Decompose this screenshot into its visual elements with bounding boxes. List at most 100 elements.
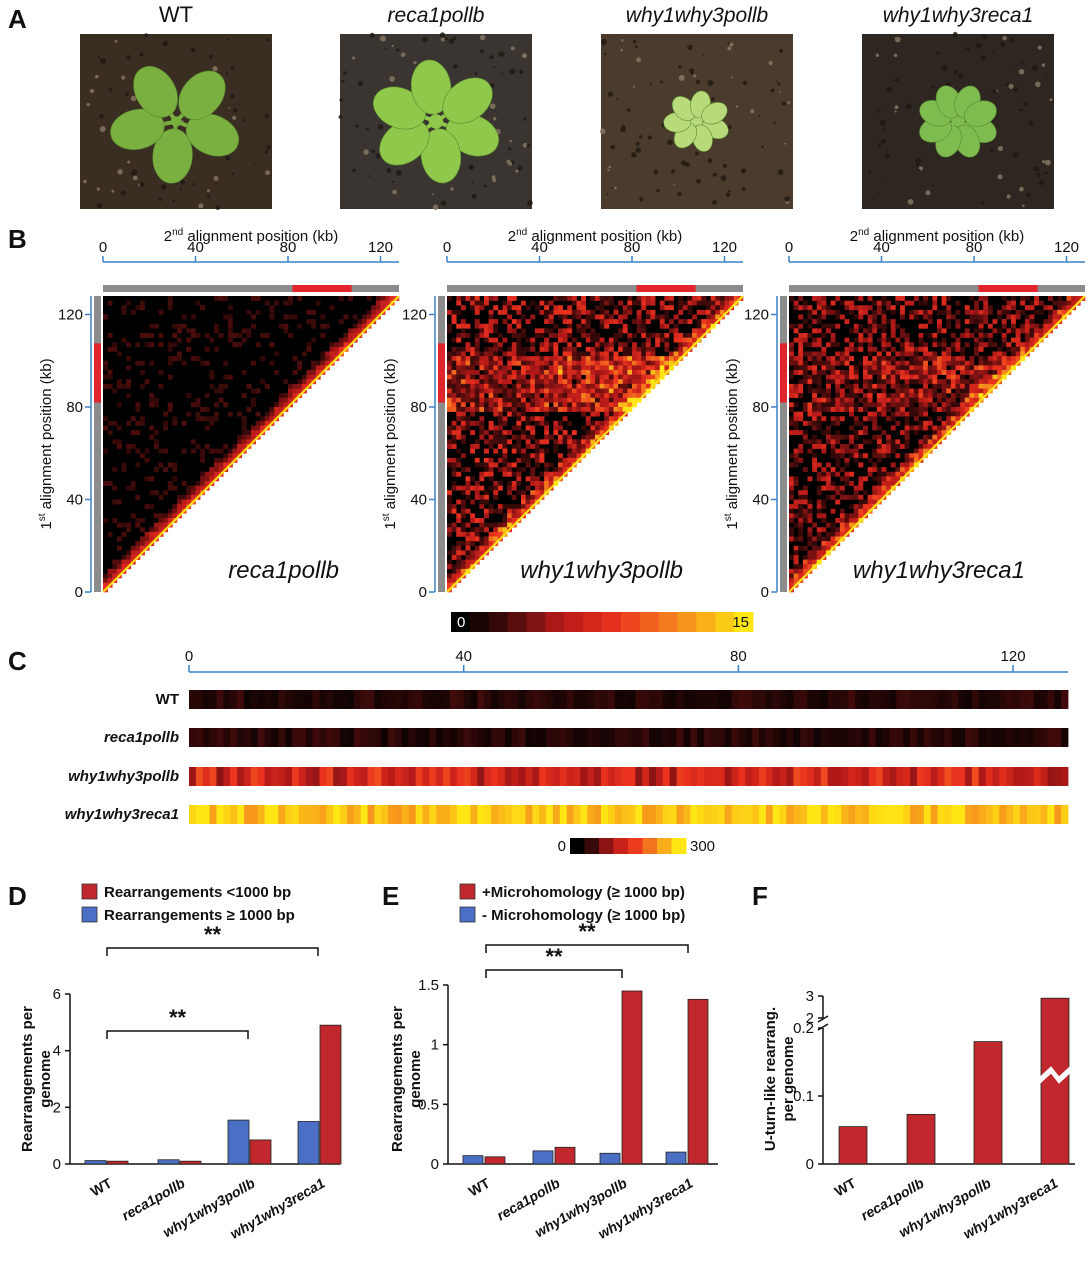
strip-cell — [470, 767, 478, 786]
heatmap-cell — [181, 504, 187, 510]
heatmap-cell — [839, 467, 845, 473]
heatmap-cell — [460, 296, 466, 301]
soil-grain — [784, 196, 790, 202]
heatmap-cell — [622, 393, 628, 399]
heatmap-cell — [456, 356, 462, 362]
soil-grain — [653, 169, 659, 175]
heatmap-cell — [655, 360, 661, 366]
heatmap-cell — [456, 309, 462, 315]
heatmap-cell — [447, 402, 452, 408]
heatmap-cell — [306, 379, 312, 385]
significance-bracket — [106, 947, 319, 956]
soil-grain — [363, 149, 369, 155]
heatmap-cell — [1029, 333, 1035, 338]
heatmap-cell — [858, 337, 864, 343]
heatmap-cell — [576, 328, 582, 334]
heatmap-cell — [821, 448, 827, 454]
heatmap-cell — [465, 323, 471, 329]
heatmap-cell — [913, 425, 919, 431]
soil-grain — [707, 158, 713, 163]
heatmap-cell — [992, 374, 998, 380]
heatmap-cell — [214, 323, 219, 329]
heatmap-cell — [886, 397, 892, 403]
heatmap-cell — [511, 319, 517, 325]
heatmap-cell — [622, 342, 628, 348]
heatmap-cell — [816, 420, 822, 426]
strip-cell — [834, 805, 842, 824]
heatmap-cell — [830, 448, 836, 454]
heatmap-cell — [932, 434, 938, 440]
soil-grain — [678, 74, 685, 81]
soil-grain — [352, 168, 356, 173]
heatmap-cell — [913, 356, 919, 362]
heatmap-cell — [955, 319, 961, 325]
heatmap-cell — [204, 360, 210, 366]
heatmap-cell — [465, 559, 471, 565]
heatmap-cell — [558, 425, 563, 431]
heatmap-cell — [918, 337, 924, 343]
heatmap-cell — [960, 365, 966, 371]
heatmap-cell — [251, 296, 256, 301]
heatmap-cell — [632, 365, 637, 371]
heatmap-cell — [858, 388, 864, 394]
heatmap-cell — [830, 323, 836, 329]
heatmap-cell — [664, 356, 670, 362]
heatmap-cell — [835, 323, 841, 329]
leaf — [701, 102, 728, 125]
soil-grain — [616, 98, 619, 101]
heatmap-cell — [595, 351, 600, 357]
axis-break-mark — [817, 1015, 829, 1023]
heatmap-cell — [664, 323, 670, 329]
heatmap-cell — [608, 374, 614, 380]
heatmap-cell — [204, 346, 210, 352]
heatmap-cell — [548, 365, 554, 371]
soil-grain — [192, 182, 196, 186]
heatmap-cell — [130, 416, 136, 422]
heatmap-cell — [451, 346, 457, 352]
heatmap-cell — [830, 337, 836, 343]
strip-cell — [264, 767, 272, 786]
heatmap-cell — [264, 300, 270, 306]
heatmap-cell — [853, 416, 859, 422]
region-highlight-top — [292, 285, 352, 292]
heatmap-cell — [288, 388, 293, 394]
soil-grain — [121, 75, 126, 80]
x-category-label: WT — [832, 1175, 859, 1200]
heatmap-cell — [987, 309, 993, 315]
heatmap-cell — [456, 518, 462, 523]
heatmap-cell — [502, 300, 508, 306]
soil-grain — [471, 193, 477, 199]
heatmap-cell — [380, 300, 386, 306]
heatmap-cell — [789, 531, 794, 537]
colorbar-swatch — [583, 612, 603, 632]
heatmap-cell — [1020, 328, 1026, 334]
heatmap-cell — [932, 337, 938, 343]
heatmap-cell — [525, 407, 531, 412]
strip-cell — [353, 805, 362, 824]
heatmap-cell — [567, 346, 573, 352]
heatmap-cell — [636, 309, 642, 315]
strip-cell — [738, 728, 746, 747]
heatmap-cell — [830, 467, 836, 473]
heatmap-cell — [325, 351, 330, 357]
heatmap-cell — [484, 388, 489, 394]
heatmap-cell — [348, 328, 354, 334]
heatmap-cell — [876, 309, 882, 315]
heatmap-cell — [955, 393, 961, 399]
heatmap-cell — [622, 379, 628, 385]
heatmap-cell — [544, 383, 550, 389]
heatmap-cell — [927, 379, 933, 385]
heatmap-cell — [978, 337, 984, 343]
heatmap-cell — [627, 379, 633, 385]
heatmap-cell — [590, 407, 596, 412]
strip-cell — [951, 728, 959, 747]
heatmap-cell — [641, 383, 647, 389]
heatmap-cell — [872, 416, 878, 422]
photo-label: why1why3reca1 — [883, 4, 1034, 27]
strip-cell — [546, 767, 554, 786]
heatmap-cell — [126, 527, 132, 533]
heatmap-cell — [641, 319, 647, 325]
strip-cell — [855, 767, 863, 786]
strip-cell — [573, 728, 581, 747]
